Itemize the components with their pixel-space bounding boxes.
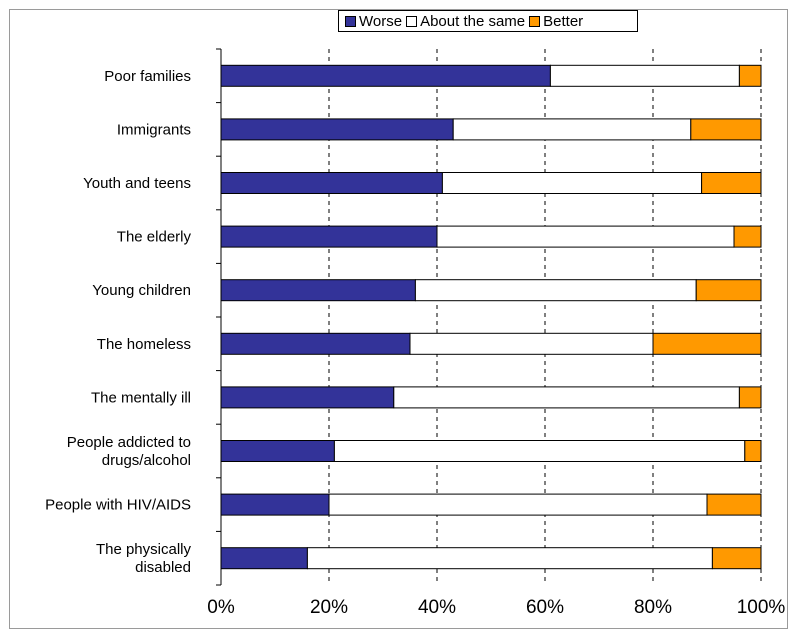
chart-frame [9, 9, 788, 629]
bar-segment-about-the-same [409, 332, 654, 355]
bar-segment-better [690, 118, 762, 141]
bar-segment-better [652, 332, 762, 355]
x-tick-label: 0% [207, 597, 235, 618]
bar-segment-worse [220, 440, 335, 462]
bar-segment-better [738, 386, 762, 409]
bar-segment-worse [220, 332, 411, 355]
bar-segment-worse [220, 225, 438, 248]
legend-swatch [529, 15, 541, 27]
bar-segment-worse [220, 547, 308, 570]
category-label: disabled [135, 559, 191, 576]
bar-segment-worse [220, 279, 416, 302]
bar-segment-better [711, 547, 762, 570]
bar-segment-worse [220, 118, 454, 141]
bar-segment-better [744, 440, 762, 462]
bar-segment-worse [220, 386, 395, 409]
legend-label: Better [543, 12, 584, 30]
category-label: People addicted to [67, 434, 191, 451]
category-label: Young children [92, 282, 191, 299]
bar-segment-worse [220, 172, 443, 194]
category-label: Immigrants [117, 121, 191, 138]
bar-segment-better [738, 64, 762, 87]
category-label: The elderly [117, 229, 192, 246]
category-label: Youth and teens [83, 175, 191, 192]
bar-segment-about-the-same [436, 225, 735, 248]
category-label: People with HIV/AIDS [45, 497, 191, 514]
bar-segment-better [706, 493, 762, 516]
bar-segment-better [733, 225, 762, 248]
x-tick-label: 20% [310, 597, 348, 618]
bar-segment-about-the-same [306, 547, 713, 570]
bar-segment-worse [220, 493, 330, 516]
legend-swatch [345, 15, 356, 27]
category-label: Poor families [104, 68, 191, 85]
chart-legend: Worse About the same Better [338, 10, 638, 32]
bar-segment-about-the-same [393, 386, 740, 409]
bar-segment-about-the-same [452, 118, 692, 141]
bar-segment-better [695, 279, 762, 302]
bar-segment-about-the-same [328, 493, 708, 516]
category-label: The mentally ill [91, 389, 191, 406]
x-tick-label: 80% [634, 597, 672, 618]
category-label: The physically [96, 541, 192, 558]
legend-label: Worse [359, 12, 403, 30]
bar-segment-better [701, 172, 762, 194]
legend-label: About the same [420, 12, 526, 30]
category-label: The homeless [97, 336, 191, 353]
bar-segment-about-the-same [414, 279, 697, 302]
x-tick-label: 40% [418, 597, 456, 618]
bar-segment-about-the-same [333, 440, 746, 462]
category-label: drugs/alcohol [102, 452, 191, 469]
bar-segment-worse [220, 64, 551, 87]
legend-item: About the same [406, 13, 525, 30]
legend-item: Worse [345, 13, 402, 30]
x-tick-label: 60% [526, 597, 564, 618]
legend-swatch [406, 15, 418, 27]
bar-segment-about-the-same [441, 172, 703, 194]
legend-item: Better [529, 13, 583, 30]
x-tick-label: 100% [737, 597, 786, 618]
bar-segment-about-the-same [549, 64, 740, 87]
